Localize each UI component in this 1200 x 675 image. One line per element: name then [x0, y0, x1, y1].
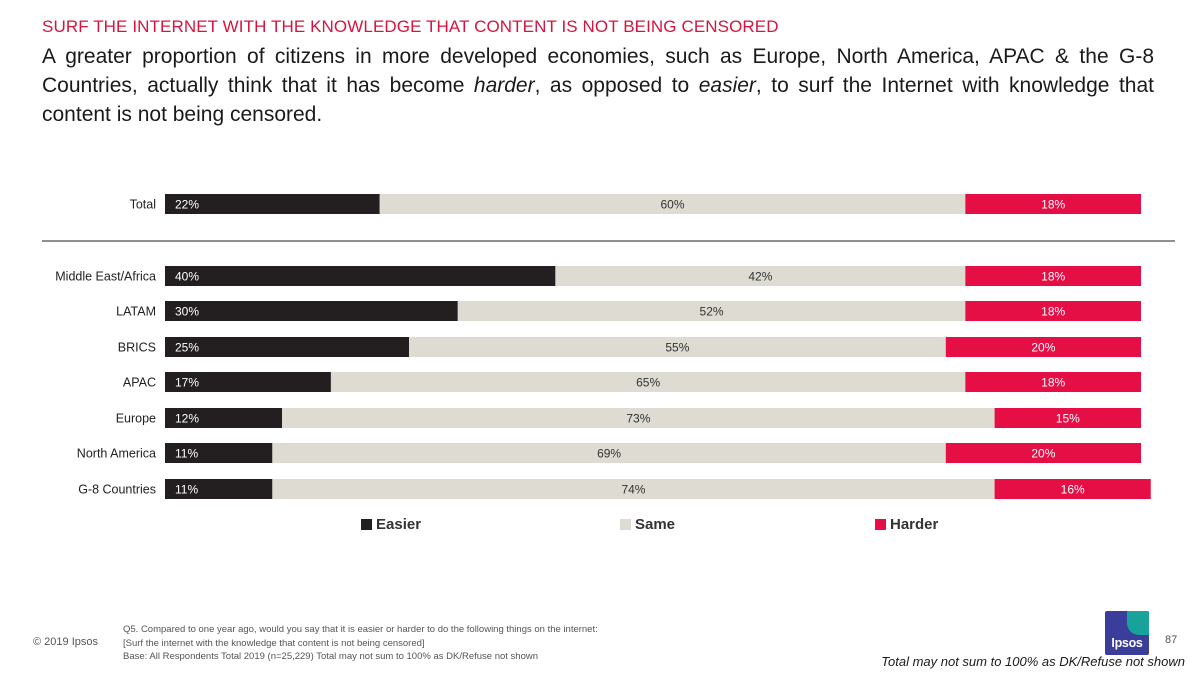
bar-same-g-8-countries	[272, 479, 995, 499]
bar-same-north-america	[272, 443, 946, 463]
data-label: 22%	[175, 198, 199, 212]
category-label: Europe	[116, 412, 156, 426]
page-number: 87	[1165, 634, 1178, 646]
legend-swatch-easier	[361, 519, 372, 530]
data-label: 20%	[1031, 341, 1055, 355]
data-label: 60%	[661, 198, 685, 212]
data-label: 52%	[700, 305, 724, 319]
bar-easier-apac	[165, 372, 331, 392]
slide-kicker-title: SURF THE INTERNET WITH THE KNOWLEDGE THA…	[42, 17, 779, 36]
data-label: 18%	[1041, 198, 1065, 212]
bar-easier-total	[165, 194, 380, 214]
category-label: LATAM	[116, 305, 156, 319]
category-label: APAC	[123, 376, 156, 390]
data-label: 30%	[175, 305, 199, 319]
legend-label-harder: Harder	[890, 516, 939, 533]
bar-harder-g-8-countries	[994, 479, 1151, 499]
headline-text-3: , to surf the Internet with knowledge th…	[42, 74, 1154, 126]
category-label: BRICS	[118, 341, 156, 355]
footnote-base-line: Base: All Respondents Total 2019 (n=25,2…	[123, 651, 538, 662]
data-label: 20%	[1031, 447, 1055, 461]
data-label: 40%	[175, 270, 199, 284]
bar-harder-brics	[945, 337, 1141, 357]
footnote-statement-line: [Surf the internet with the knowledge th…	[123, 637, 425, 649]
data-label: 55%	[665, 341, 689, 355]
data-label: 65%	[636, 376, 660, 390]
bar-same-apac	[330, 372, 966, 392]
bar-harder-north-america	[945, 443, 1141, 463]
data-label: 18%	[1041, 305, 1065, 319]
disclaimer-note: Total may not sum to 100% as DK/Refuse n…	[881, 654, 1185, 669]
bar-same-latam	[457, 301, 966, 321]
bar-harder-apac	[965, 372, 1141, 392]
data-label: 73%	[626, 412, 650, 426]
bar-same-middle-east-africa	[555, 266, 966, 286]
data-label: 16%	[1061, 483, 1085, 497]
copyright-text: © 2019 Ipsos	[33, 636, 98, 648]
data-label: 15%	[1056, 412, 1080, 426]
headline-text-1: A greater proportion of citizens in more…	[42, 45, 1154, 97]
bar-harder-middle-east-africa	[965, 266, 1141, 286]
slide-headline: A greater proportion of citizens in more…	[42, 42, 1154, 129]
category-label: G-8 Countries	[78, 483, 156, 497]
bar-easier-g-8-countries	[165, 479, 273, 499]
footnote-question-line: Q5. Compared to one year ago, would you …	[123, 624, 598, 635]
bar-harder-europe	[994, 408, 1141, 428]
bar-easier-brics	[165, 337, 409, 357]
bar-easier-europe	[165, 408, 283, 428]
legend-label-easier: Easier	[376, 516, 421, 533]
ipsos-logo: Ipsos	[1105, 611, 1149, 655]
data-label: 18%	[1041, 270, 1065, 284]
data-label: 18%	[1041, 376, 1065, 390]
bar-easier-middle-east-africa	[165, 266, 556, 286]
question-footnote: Q5. Compared to one year ago, would you …	[123, 623, 598, 664]
bar-harder-latam	[965, 301, 1141, 321]
bar-same-total	[379, 194, 966, 214]
data-label: 11%	[175, 483, 198, 497]
data-label: 25%	[175, 341, 199, 355]
category-label: North America	[77, 447, 156, 461]
legend-label-same: Same	[635, 516, 675, 533]
headline-emphasis-easier: easier	[698, 74, 756, 97]
data-label: 69%	[597, 447, 621, 461]
data-label: 42%	[748, 270, 772, 284]
data-label: 11%	[175, 447, 198, 461]
logo-text: Ipsos	[1111, 636, 1143, 650]
bar-easier-latam	[165, 301, 458, 321]
logo-mark-shape	[1127, 611, 1149, 635]
bar-easier-north-america	[165, 443, 273, 463]
stacked-bar-chart: Total 22% 60% 18% Middle East/Africa 40% 42% 18…	[42, 194, 1175, 533]
data-label: 74%	[621, 483, 645, 497]
bar-harder-total	[965, 194, 1141, 214]
data-label: 12%	[175, 412, 199, 426]
data-label: 17%	[175, 376, 199, 390]
category-label: Total	[130, 198, 156, 212]
bar-same-europe	[282, 408, 995, 428]
legend-swatch-same	[620, 519, 631, 530]
legend-swatch-harder	[875, 519, 886, 530]
headline-emphasis-harder: harder	[473, 74, 535, 97]
category-label: Middle East/Africa	[55, 270, 156, 284]
bar-same-brics	[409, 337, 946, 357]
headline-text-2: , as opposed to	[534, 74, 699, 97]
